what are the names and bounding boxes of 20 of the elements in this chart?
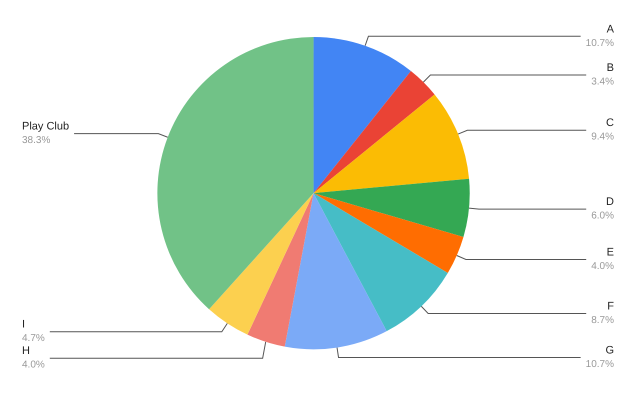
data-label: 4.7% [22, 333, 45, 344]
data-label: 4.0% [22, 360, 45, 371]
slice-label: B [606, 62, 614, 74]
slice-label: A [606, 23, 615, 36]
slice-label: H [22, 345, 30, 358]
slice-label: G [605, 344, 614, 356]
data-label: 3.4% [591, 76, 614, 88]
slice-label: C [606, 117, 614, 130]
data-label: 4.0% [591, 260, 614, 272]
slice-label: E [606, 246, 614, 258]
data-label: 9.4% [591, 132, 614, 143]
data-label: 38.3% [22, 135, 50, 146]
slice-label: Play Club [22, 120, 70, 133]
data-label: 8.7% [591, 315, 614, 326]
slice-label: I [22, 318, 26, 331]
data-label: 6.0% [591, 210, 614, 222]
slice-label: D [606, 196, 614, 208]
data-label: 10.7% [586, 38, 614, 49]
slice-label: F [607, 300, 614, 313]
data-label: 10.7% [586, 358, 614, 370]
